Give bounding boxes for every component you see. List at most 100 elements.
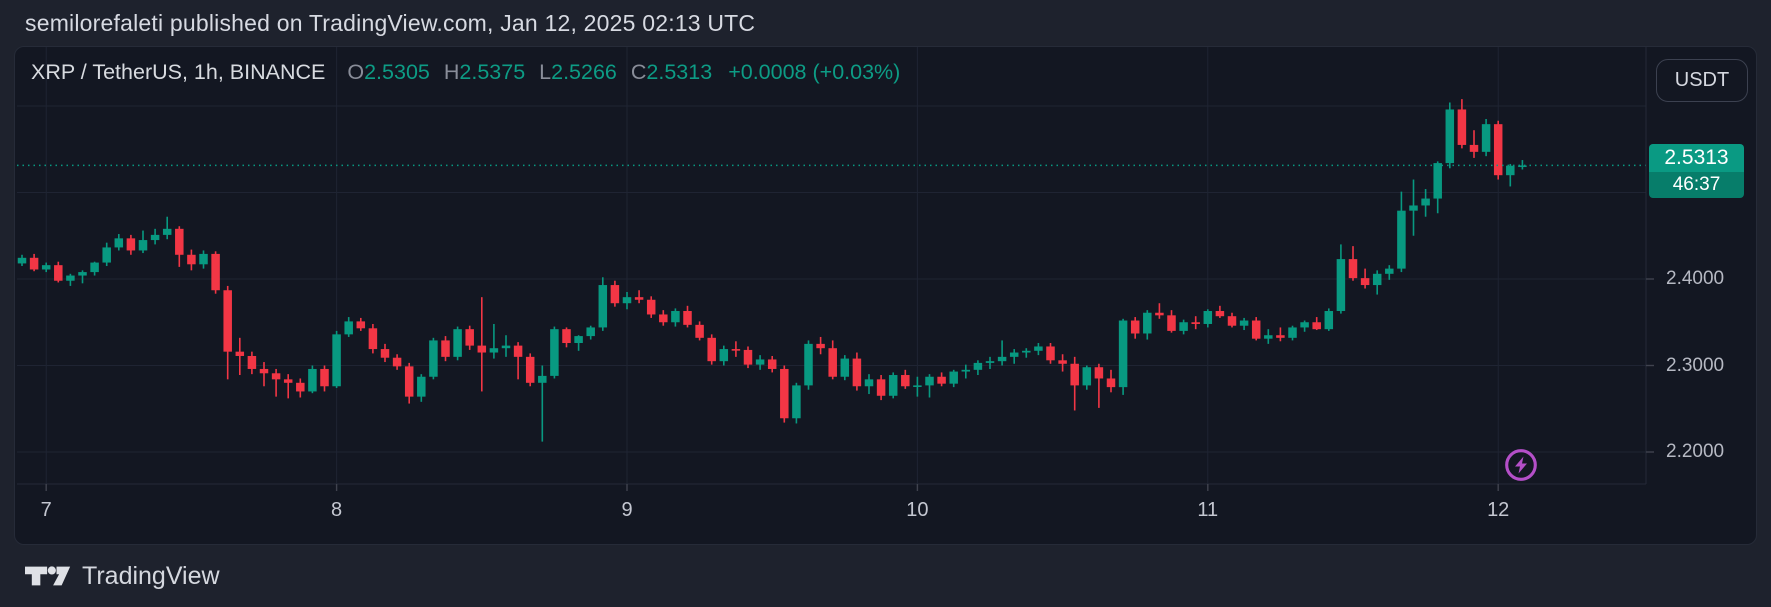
candle [816,343,825,349]
candle [465,329,474,346]
price-axis-label: 2.3000 [1666,354,1725,376]
candle [271,373,281,380]
candle [1385,268,1394,274]
candle [1324,311,1334,330]
candle [538,375,547,383]
candle [901,375,910,387]
currency-toggle-button[interactable]: USDT [1656,59,1748,102]
candle [1167,315,1176,331]
candle [1215,311,1225,317]
candle [731,349,741,351]
candle [1227,316,1237,326]
candle [562,329,571,344]
candle [320,368,329,387]
candle [513,345,523,357]
ohlc-open: O2.5305 [347,60,430,84]
candle [1130,320,1140,334]
candle [54,265,63,281]
candle [344,321,353,335]
chart-legend[interactable]: XRP / TetherUS, 1h, BINANCE O2.5305 H2.5… [31,60,900,85]
candle [1506,165,1515,176]
candle [429,340,438,377]
candle [1276,335,1285,338]
candle [1239,320,1249,326]
candle [550,329,559,376]
candle [501,345,511,349]
tradingview-logo-icon[interactable] [25,565,71,587]
candle [707,337,716,362]
ohlc-high: H2.5375 [443,60,526,84]
candle [852,358,862,387]
candlestick-chart[interactable] [15,47,1756,544]
candle [586,327,595,337]
candle [1469,144,1479,152]
candle [1481,124,1491,152]
candle [1009,352,1019,357]
candle [683,311,692,325]
candle [1046,346,1055,361]
candle [1191,322,1200,324]
candle [961,369,971,372]
candle [223,290,232,352]
time-axis-label: 9 [621,499,633,521]
ohlc-low: L2.5266 [539,60,617,84]
candle [659,314,668,323]
candle [138,240,148,251]
candle [296,382,305,392]
last-price-badge[interactable]: 2.5313 46:37 [1649,144,1744,198]
candle [187,254,196,265]
candle [1493,124,1503,176]
candle [876,379,886,396]
footer-bar: TradingView [0,545,1771,607]
time-axis-label: 7 [40,499,52,521]
candle [622,297,632,304]
candle [392,357,402,367]
time-axis-label: 10 [906,499,929,521]
candle [1360,278,1370,286]
candle [1421,198,1430,206]
candle [780,368,789,419]
ohlc-close: C2.5313 [630,60,713,84]
candle [66,275,75,281]
candle [1397,210,1406,269]
candle [175,228,184,255]
candle [985,361,995,363]
candle [126,238,136,251]
candle [1155,312,1164,316]
candle [477,345,487,353]
candle [1264,335,1273,339]
candle [574,336,583,344]
candle [1058,360,1067,364]
candle [1034,346,1043,351]
candle [913,385,922,387]
candle [1312,322,1321,330]
candle [102,247,111,263]
price-axis-label: 2.4000 [1666,268,1725,289]
candle [380,349,390,358]
candle [719,349,729,362]
price-axis-label: 2.2000 [1666,441,1725,462]
candle [17,257,27,264]
candle [695,324,704,338]
candle [792,385,801,419]
symbol-title: XRP / TetherUS, 1h, BINANCE [31,60,326,84]
candle [356,321,366,329]
lightning-icon[interactable] [1503,447,1539,483]
candle [743,349,753,365]
chart-card: XRP / TetherUS, 1h, BINANCE O2.5305 H2.5… [14,46,1757,545]
candle [441,340,450,357]
candle [489,348,499,353]
candle [937,376,946,384]
candle [767,359,777,369]
candle [1106,378,1116,388]
candle [1094,367,1104,379]
candle [997,356,1007,362]
candle [235,351,245,356]
candle [150,234,160,241]
candle [671,311,680,323]
candle [404,366,414,397]
published-line: semilorefaleti published on TradingView.… [25,9,756,36]
tradingview-brand-text[interactable]: TradingView [82,561,220,590]
candle [1409,205,1418,211]
candle [1300,322,1309,328]
